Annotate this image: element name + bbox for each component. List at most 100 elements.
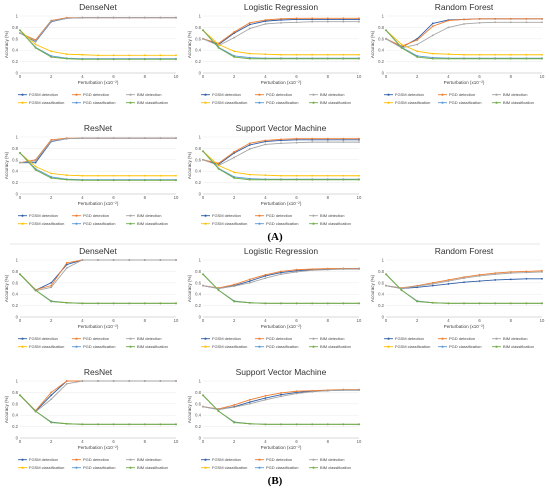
data-point [311, 20, 314, 23]
data-point [463, 277, 465, 280]
legend-marker [129, 458, 132, 461]
data-point [143, 54, 146, 57]
y-tick-label: 0.6 [12, 401, 18, 406]
x-tick-label: 2 [233, 195, 236, 200]
chart-title: Logistic Regression [244, 2, 318, 12]
x-ticks: 0 2 4 6 8 10 [202, 439, 362, 444]
series-lines [202, 137, 360, 181]
data-point [342, 53, 345, 56]
legend-item: PGD detection [438, 92, 475, 97]
data-point [19, 152, 21, 154]
x-axis-label: Perturbation (x10⁻²) [78, 324, 119, 329]
legend-label: BIM detection [320, 92, 344, 97]
data-point [416, 50, 419, 53]
legend-label: BIM detection [320, 457, 344, 462]
legend-item: BIM classification [309, 344, 351, 349]
legend-marker [204, 222, 207, 225]
legend-marker [129, 93, 132, 96]
x-tick-label: 2 [50, 195, 53, 200]
x-tick-label: 0 [202, 439, 205, 444]
data-point [175, 174, 177, 177]
data-point [525, 21, 528, 24]
data-point [50, 300, 53, 303]
data-point [202, 394, 204, 397]
data-point [112, 54, 115, 57]
series-lines [19, 16, 177, 61]
data-point [97, 179, 99, 182]
legend-label: PGD classification [83, 100, 115, 105]
data-point [358, 268, 360, 271]
data-point [159, 58, 162, 61]
data-point [248, 23, 251, 26]
data-point [280, 21, 282, 24]
legend-marker [258, 458, 261, 461]
legend-marker [387, 101, 390, 104]
data-point [295, 57, 298, 60]
data-point [541, 17, 543, 20]
data-point [509, 53, 512, 56]
legend-item: PGD classification [72, 465, 115, 470]
data-point [217, 408, 220, 411]
y-tick-label: 0.2 [12, 303, 18, 308]
data-point [509, 272, 512, 275]
data-point [342, 302, 345, 305]
legend-label: BIM detection [503, 92, 527, 97]
legend-item: PGD detection [255, 92, 292, 97]
data-point [50, 391, 53, 394]
data-point [478, 57, 481, 60]
data-point [311, 423, 314, 426]
data-point [264, 57, 267, 60]
x-tick-label: 10 [174, 74, 179, 79]
data-point [81, 423, 84, 426]
data-point [342, 268, 345, 271]
x-axis-label: Perturbation (x10⁻²) [78, 201, 119, 206]
data-point [264, 423, 267, 426]
panel-b-label: (B) [268, 475, 283, 487]
x-tick-label: 10 [540, 74, 545, 79]
series-lines [385, 269, 543, 305]
data-point [385, 37, 387, 40]
y-axis-label: Accuracy (%) [370, 274, 375, 302]
legend-label: PGD detection [266, 336, 292, 341]
legend-label: PGD detection [266, 92, 292, 97]
x-tick-label: 2 [50, 74, 53, 79]
data-point [34, 160, 37, 162]
data-point [217, 287, 220, 290]
data-point [34, 47, 37, 49]
legend-item: FGSM detection [18, 336, 58, 341]
legend-label: BIM classification [137, 100, 168, 105]
data-point [541, 53, 543, 56]
data-point [431, 34, 434, 37]
x-ticks: 0 2 4 6 8 10 [19, 439, 179, 444]
x-ticks: 0 2 4 6 8 10 [202, 318, 362, 323]
x-tick-label: 0 [19, 318, 22, 323]
legend-label: BIM classification [320, 221, 351, 226]
legend-item: BIM classification [309, 221, 351, 226]
legend-item: FGSM detection [18, 92, 58, 97]
legend-marker [312, 345, 315, 348]
data-point [447, 19, 450, 22]
data-point [431, 57, 434, 60]
data-point [311, 302, 314, 305]
data-point [358, 174, 360, 177]
y-tick-label: 1 [16, 135, 19, 140]
y-tick-label: 0.8 [195, 390, 201, 395]
data-point [159, 174, 162, 177]
legend-label: BIM classification [320, 465, 351, 470]
y-tick-label: 1 [16, 379, 19, 384]
data-point [81, 174, 84, 177]
data-point [358, 137, 360, 140]
x-tick-label: 10 [174, 318, 179, 323]
y-tick-label: 0.4 [195, 169, 201, 174]
data-point [97, 380, 99, 382]
y-tick-label: 1 [199, 135, 202, 140]
data-point [463, 281, 465, 284]
data-point [233, 283, 236, 286]
data-point [295, 174, 298, 177]
legend-marker [129, 222, 132, 225]
legend: FGSM detection PGD detection BIM detection… [201, 457, 351, 470]
y-tick-label: 1 [16, 258, 19, 263]
data-point [81, 58, 84, 61]
legend-item: PGD detection [255, 213, 292, 218]
